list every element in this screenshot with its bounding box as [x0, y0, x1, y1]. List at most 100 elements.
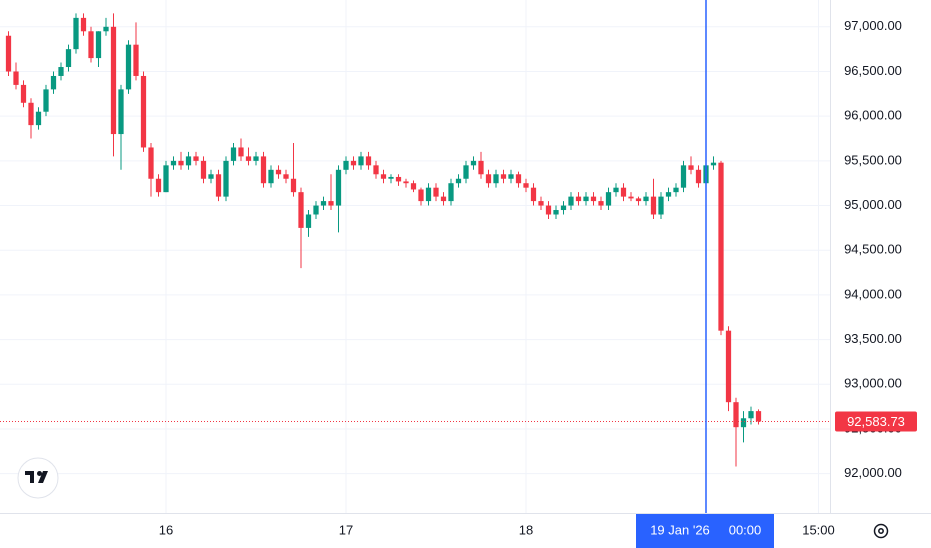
candle-body	[155, 178, 162, 193]
candle-body	[680, 165, 687, 188]
y-tick-label: 96,500.00	[844, 63, 902, 78]
candle-body	[305, 214, 312, 228]
candle-body	[553, 210, 559, 215]
x-tick-label: 15:00	[802, 522, 835, 537]
candle-body	[508, 174, 514, 179]
last-price-label: 92,583.73	[847, 414, 905, 429]
logo-t	[25, 471, 34, 483]
candle-body	[545, 205, 552, 215]
candle-body	[28, 102, 34, 126]
candle-body	[73, 17, 79, 50]
candle-body	[530, 187, 537, 202]
candle-body	[665, 192, 672, 197]
candle-body	[658, 196, 664, 215]
y-tick-label: 94,500.00	[844, 242, 902, 257]
candles	[5, 13, 762, 467]
candle-body	[140, 75, 147, 148]
candle-body	[350, 160, 357, 166]
settings-hub[interactable]	[878, 528, 884, 534]
logo-dot	[37, 471, 42, 476]
grid: 92,000.0092,500.0093,000.0093,500.0094,0…	[0, 0, 902, 537]
candle-body	[245, 156, 252, 161]
candle-body	[43, 89, 49, 112]
candle-body	[515, 174, 522, 184]
candle-body	[170, 160, 177, 166]
candle-body	[418, 189, 424, 202]
candle-body	[208, 174, 214, 179]
candle-body	[380, 174, 387, 179]
candle-body	[403, 181, 409, 184]
candle-body	[613, 187, 619, 193]
candle-body	[523, 183, 529, 188]
candle-body	[118, 89, 124, 135]
candle-body	[35, 111, 42, 126]
candle-body	[725, 330, 732, 403]
candle-body	[260, 156, 267, 184]
candle-body	[20, 84, 27, 103]
candle-body	[80, 17, 87, 32]
candle-body	[290, 178, 297, 193]
candle-body	[358, 156, 364, 166]
candle-body	[733, 402, 739, 428]
candle-body	[695, 169, 702, 184]
candle-body	[178, 160, 184, 166]
candle-body	[673, 187, 679, 193]
candle-body	[478, 160, 484, 175]
candle-body	[343, 160, 349, 170]
candle-body	[200, 160, 207, 179]
x-tick-label: 18	[519, 522, 533, 537]
settings-icon[interactable]	[873, 523, 889, 539]
y-tick-label: 93,000.00	[844, 376, 902, 391]
candle-body	[148, 147, 154, 179]
candle-body	[58, 67, 64, 76]
candle-body	[320, 201, 327, 206]
candle-body	[185, 156, 192, 166]
candle-body	[283, 174, 289, 179]
y-tick-label: 97,000.00	[844, 18, 902, 33]
candle-body	[440, 196, 447, 202]
logo	[17, 457, 59, 499]
candle-body	[470, 160, 477, 166]
y-tick-label: 96,000.00	[844, 108, 902, 123]
candle-body	[568, 196, 574, 206]
y-tick-label: 94,000.00	[844, 286, 902, 301]
candle-body	[13, 71, 19, 85]
crosshair-time: 00:00	[729, 522, 762, 537]
candle-body	[575, 196, 582, 202]
y-tick-label: 95,000.00	[844, 197, 902, 212]
settings-gear[interactable]	[873, 523, 889, 539]
y-tick-label: 95,500.00	[844, 152, 902, 167]
candle-body	[230, 147, 237, 161]
candle-body	[485, 174, 492, 184]
candle-body	[133, 44, 139, 76]
candle-body	[620, 187, 627, 197]
candle-body	[433, 187, 439, 197]
candle-body	[598, 201, 604, 206]
x-tick-label: 16	[159, 522, 173, 537]
candle-body	[163, 165, 169, 193]
candle-body	[223, 160, 229, 197]
candle-body	[410, 183, 417, 190]
candle-body	[755, 411, 762, 422]
candle-body	[493, 174, 499, 184]
candle-body	[500, 174, 507, 179]
candle-body	[298, 192, 304, 228]
candle-body	[455, 178, 462, 184]
candle-body	[463, 165, 469, 179]
candle-body	[88, 31, 94, 59]
candle-body	[328, 201, 334, 206]
candle-body	[388, 176, 394, 179]
x-tick-label: 17	[339, 522, 353, 537]
candle-body	[238, 147, 244, 157]
candle-body	[110, 26, 117, 135]
candle-body	[583, 196, 589, 202]
last-price-box	[835, 411, 917, 432]
crosshair-label-box	[636, 514, 774, 548]
candle-body	[538, 201, 544, 206]
y-tick-label: 93,500.00	[844, 331, 902, 346]
candle-body	[718, 162, 724, 331]
candle-body	[710, 162, 717, 166]
candle-body	[275, 169, 282, 175]
